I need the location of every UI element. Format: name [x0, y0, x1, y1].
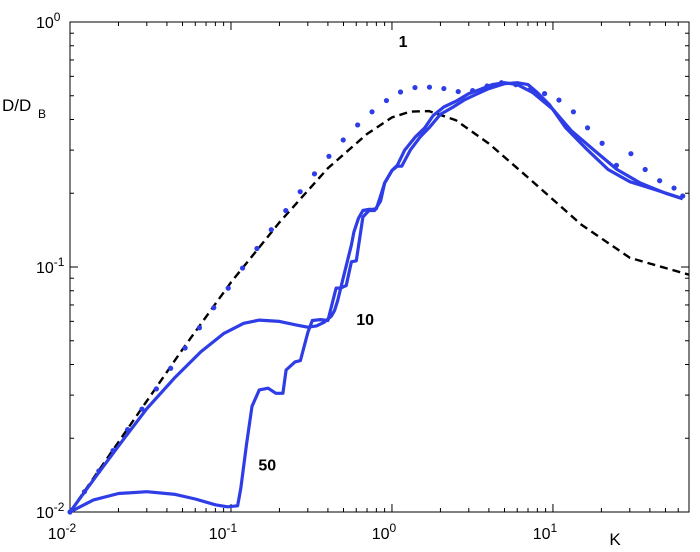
series-point — [153, 386, 159, 392]
curve-annotation: 10 — [356, 312, 374, 329]
plot-frame — [69, 21, 690, 513]
series-point — [139, 406, 145, 412]
series-line-1 — [69, 109, 690, 513]
series-point — [297, 189, 303, 195]
series-point — [642, 166, 648, 173]
curve-annotation: 50 — [258, 457, 276, 474]
series-point — [182, 345, 188, 351]
series-point — [225, 285, 231, 291]
x-tick-label: 100 — [372, 521, 397, 543]
annotations: 1 10 50 — [258, 34, 407, 474]
series-point — [283, 207, 289, 214]
series-point — [239, 265, 246, 271]
series-point — [556, 97, 562, 103]
series-layer — [67, 80, 690, 515]
x-tick-label: 10-2 — [48, 521, 77, 543]
series-point — [211, 305, 217, 311]
series-point — [541, 91, 548, 97]
x-tick-label: 101 — [533, 521, 558, 543]
series-point — [397, 89, 404, 95]
series-point — [570, 109, 577, 115]
y-axis-label: D/D B — [2, 96, 46, 121]
series-point — [599, 140, 605, 146]
series-point — [268, 227, 274, 233]
series-point — [671, 185, 677, 191]
x-axis-label: K — [609, 530, 621, 549]
series-point — [383, 97, 390, 104]
series-point — [254, 245, 260, 252]
tick-marks — [69, 21, 690, 513]
y-axis-label-main: D/D — [2, 96, 31, 115]
y-tick-label: 10-1 — [36, 255, 65, 277]
series-point — [340, 137, 346, 143]
series-point — [584, 125, 591, 131]
series-point — [355, 122, 361, 128]
series-point — [657, 178, 663, 184]
curve-annotation: 1 — [399, 34, 408, 51]
series-point — [426, 84, 433, 90]
series-point — [369, 109, 375, 115]
series-point — [168, 365, 174, 371]
y-tick-label: 100 — [36, 10, 61, 32]
series-point — [455, 88, 461, 95]
x-tick-label: 10-1 — [209, 521, 238, 543]
series-point — [311, 171, 318, 177]
series-point — [326, 153, 332, 159]
series-point — [412, 84, 418, 91]
series-point — [441, 85, 447, 92]
y-axis-label-subscript: B — [38, 107, 46, 121]
y-tick-label: 10-2 — [36, 500, 65, 522]
series-point — [628, 151, 634, 157]
series-line-4 — [69, 81, 684, 514]
series-point — [196, 325, 203, 331]
